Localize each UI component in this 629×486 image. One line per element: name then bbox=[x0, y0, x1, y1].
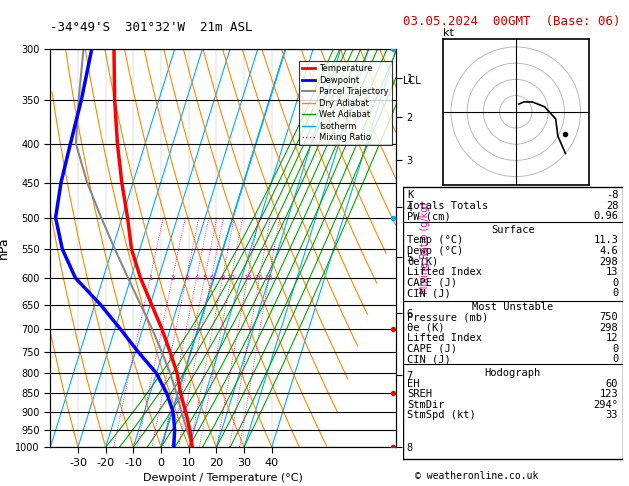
Text: 13: 13 bbox=[606, 267, 618, 277]
Text: Pressure (mb): Pressure (mb) bbox=[407, 312, 488, 322]
Text: 20: 20 bbox=[255, 275, 264, 281]
Text: StmDir: StmDir bbox=[407, 399, 445, 410]
Text: 0: 0 bbox=[612, 288, 618, 298]
Text: © weatheronline.co.uk: © weatheronline.co.uk bbox=[415, 471, 538, 481]
Text: 294°: 294° bbox=[593, 399, 618, 410]
Text: kt: kt bbox=[443, 28, 454, 38]
Text: LCL: LCL bbox=[403, 75, 421, 86]
Text: 5: 5 bbox=[203, 275, 207, 281]
Text: 750: 750 bbox=[599, 312, 618, 322]
Text: 10: 10 bbox=[226, 275, 236, 281]
Text: 298: 298 bbox=[599, 257, 618, 266]
Text: -8: -8 bbox=[606, 190, 618, 200]
Y-axis label: Mixing Ratio (g/kg): Mixing Ratio (g/kg) bbox=[420, 202, 430, 294]
Text: 1: 1 bbox=[148, 275, 152, 281]
Text: CAPE (J): CAPE (J) bbox=[407, 278, 457, 288]
Legend: Temperature, Dewpoint, Parcel Trajectory, Dry Adiabat, Wet Adiabat, Isotherm, Mi: Temperature, Dewpoint, Parcel Trajectory… bbox=[299, 61, 392, 145]
Text: Lifted Index: Lifted Index bbox=[407, 267, 482, 277]
Text: 03.05.2024  00GMT  (Base: 06): 03.05.2024 00GMT (Base: 06) bbox=[403, 15, 620, 28]
Text: 33: 33 bbox=[606, 410, 618, 420]
Text: -34°49'S  301°32'W  21m ASL: -34°49'S 301°32'W 21m ASL bbox=[50, 21, 253, 34]
Text: 298: 298 bbox=[599, 323, 618, 333]
Text: 0: 0 bbox=[612, 278, 618, 288]
Text: Dewp (°C): Dewp (°C) bbox=[407, 246, 463, 256]
Text: 60: 60 bbox=[606, 379, 618, 389]
Text: 25: 25 bbox=[264, 275, 273, 281]
Text: 28: 28 bbox=[606, 201, 618, 211]
Text: 12: 12 bbox=[606, 333, 618, 344]
Text: 6: 6 bbox=[209, 275, 214, 281]
Text: Hodograph: Hodograph bbox=[484, 368, 541, 378]
Text: Temp (°C): Temp (°C) bbox=[407, 236, 463, 245]
Text: 123: 123 bbox=[599, 389, 618, 399]
Text: Lifted Index: Lifted Index bbox=[407, 333, 482, 344]
Text: EH: EH bbox=[407, 379, 420, 389]
Text: 11.3: 11.3 bbox=[593, 236, 618, 245]
Text: 4: 4 bbox=[194, 275, 199, 281]
Text: CIN (J): CIN (J) bbox=[407, 354, 451, 364]
Text: PW (cm): PW (cm) bbox=[407, 211, 451, 221]
Text: Totals Totals: Totals Totals bbox=[407, 201, 488, 211]
Text: 8: 8 bbox=[220, 275, 225, 281]
Text: θe(K): θe(K) bbox=[407, 257, 438, 266]
X-axis label: Dewpoint / Temperature (°C): Dewpoint / Temperature (°C) bbox=[143, 473, 303, 483]
Text: 3: 3 bbox=[184, 275, 189, 281]
Text: Surface: Surface bbox=[491, 225, 535, 235]
Text: K: K bbox=[407, 190, 413, 200]
Text: CIN (J): CIN (J) bbox=[407, 288, 451, 298]
Text: 15: 15 bbox=[243, 275, 252, 281]
Text: CAPE (J): CAPE (J) bbox=[407, 344, 457, 354]
Text: StmSpd (kt): StmSpd (kt) bbox=[407, 410, 476, 420]
Text: 2: 2 bbox=[170, 275, 175, 281]
Text: θe (K): θe (K) bbox=[407, 323, 445, 333]
Text: SREH: SREH bbox=[407, 389, 432, 399]
Text: Most Unstable: Most Unstable bbox=[472, 302, 554, 312]
Text: 0: 0 bbox=[612, 344, 618, 354]
Y-axis label: hPa: hPa bbox=[0, 237, 10, 259]
Text: 0.96: 0.96 bbox=[593, 211, 618, 221]
Text: 4.6: 4.6 bbox=[599, 246, 618, 256]
Text: 0: 0 bbox=[612, 354, 618, 364]
